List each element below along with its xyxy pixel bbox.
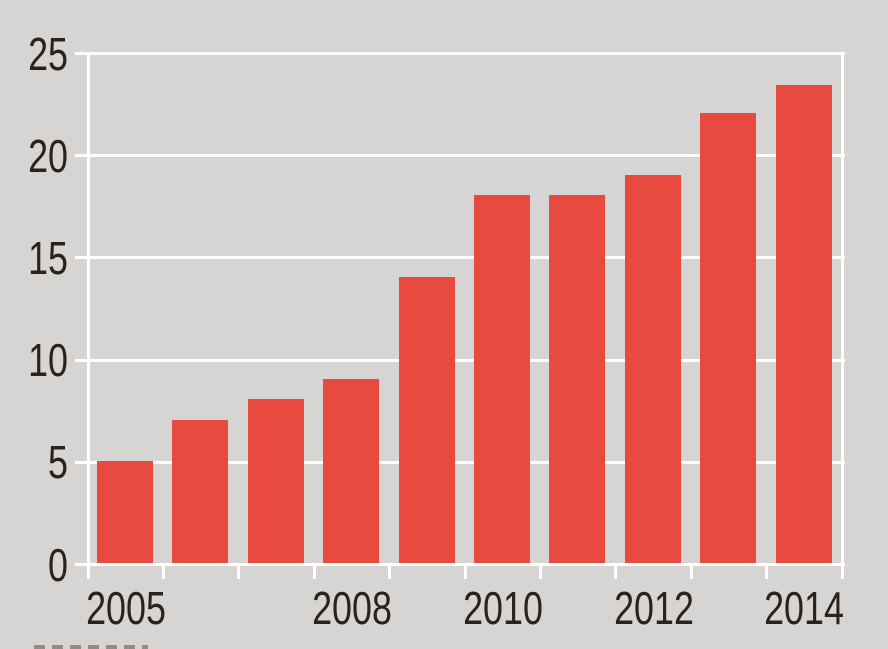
gridline-5 — [75, 460, 845, 464]
gridline-20 — [75, 154, 845, 158]
x-axis-tick-mark — [538, 566, 542, 579]
y-axis-tick-label-20: 20 — [28, 129, 68, 182]
bar-2010 — [474, 195, 530, 563]
x-axis-tick-mark — [161, 566, 165, 579]
gridline-0 — [75, 563, 845, 566]
x-axis-tick-label-2014: 2014 — [764, 582, 845, 634]
gridline-10 — [75, 358, 845, 362]
x-axis-tick-mark — [689, 566, 693, 579]
x-axis-tick-mark — [614, 566, 618, 579]
x-axis-tick-label-2008: 2008 — [311, 582, 392, 634]
cropped-caption-fragment — [34, 645, 148, 649]
x-axis-tick-label-2012: 2012 — [613, 582, 694, 634]
x-axis-tick-label-2010: 2010 — [462, 582, 543, 634]
bar-2012 — [624, 174, 681, 563]
bar-2013 — [700, 113, 757, 563]
bar-2009 — [398, 276, 455, 563]
bar-2006 — [172, 419, 229, 563]
gridline-25 — [75, 52, 845, 55]
bar-2005 — [97, 460, 153, 563]
x-axis-tick-mark — [237, 566, 241, 579]
y-axis-tick-label-5: 5 — [48, 436, 68, 489]
bar-2007 — [247, 399, 304, 563]
y-axis-tick-label-0: 0 — [48, 538, 68, 591]
x-axis-tick-mark — [312, 566, 316, 579]
bar-2008 — [323, 379, 380, 563]
y-axis-tick-label-10: 10 — [28, 334, 68, 387]
bar-2014 — [775, 84, 832, 563]
gridline-15 — [75, 256, 845, 260]
x-axis-tick-mark — [765, 566, 769, 579]
y-axis-line — [86, 52, 90, 579]
y-axis-tick-label-15: 15 — [28, 231, 68, 284]
plot-right-border — [840, 52, 844, 579]
x-axis-tick-mark — [388, 566, 392, 579]
bar-2011 — [549, 195, 606, 563]
y-axis-tick-label-25: 25 — [28, 27, 68, 80]
x-axis-tick-label-2005: 2005 — [85, 582, 166, 634]
x-axis-tick-mark — [463, 566, 467, 579]
